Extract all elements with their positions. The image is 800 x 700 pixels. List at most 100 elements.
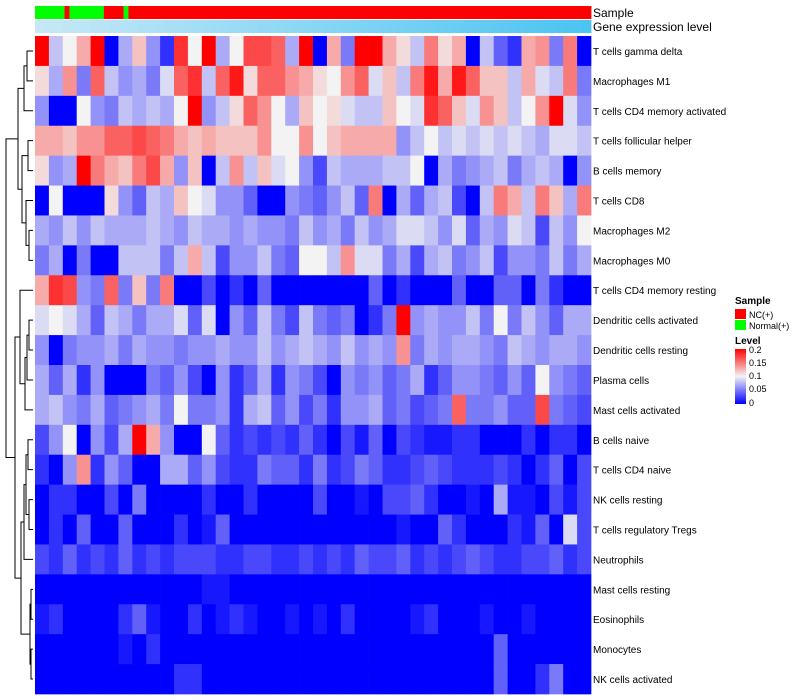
heatmap-cell xyxy=(285,275,300,306)
heatmap-cell xyxy=(132,514,147,545)
heatmap-cell xyxy=(160,454,175,485)
sample-track-cell xyxy=(512,6,518,19)
heatmap-cell xyxy=(118,305,133,336)
heatmap-cell xyxy=(48,454,64,485)
heatmap-cell xyxy=(563,335,578,366)
sample-track-cell xyxy=(98,6,105,19)
heatmap-cell xyxy=(340,305,356,336)
heatmap-cell xyxy=(160,65,175,97)
heatmap-cell xyxy=(160,305,175,336)
heatmap-cell xyxy=(146,36,161,67)
sample-track-cell xyxy=(561,6,567,19)
heatmap-cell xyxy=(271,125,286,156)
expression-track-cell xyxy=(414,20,425,33)
heatmap-cell xyxy=(174,604,189,635)
expression-track-cell xyxy=(516,20,527,33)
heatmap-cell xyxy=(76,365,91,396)
heatmap-cell xyxy=(187,155,203,186)
row-label: T cells CD4 naive xyxy=(593,466,672,477)
heatmap-cell xyxy=(382,95,397,127)
track-label-expression: Gene expression level xyxy=(593,20,712,34)
heatmap-cell xyxy=(146,394,161,426)
heatmap-cell xyxy=(90,394,105,426)
heatmap-cell xyxy=(35,454,50,485)
heatmap-cell xyxy=(104,95,119,127)
expression-track-cell xyxy=(183,20,193,33)
heatmap-cell xyxy=(382,36,397,67)
heatmap-cell xyxy=(424,394,439,426)
heatmap-cell xyxy=(160,245,175,276)
heatmap-cell xyxy=(577,514,592,545)
heatmap-cell xyxy=(577,335,592,366)
sample-track-cell xyxy=(49,6,56,19)
heatmap-cell xyxy=(354,155,369,186)
heatmap-cell xyxy=(229,125,244,156)
heatmap-cell xyxy=(229,155,244,186)
heatmap-cell xyxy=(76,335,91,366)
heatmap-cell xyxy=(35,65,50,97)
sample-track-cell xyxy=(113,6,120,19)
heatmap-cell xyxy=(174,215,189,246)
heatmap-cell xyxy=(285,215,300,246)
heatmap-cell xyxy=(243,305,258,336)
sample-track-cell xyxy=(325,6,331,19)
heatmap-cell xyxy=(243,335,258,366)
expression-track-cell xyxy=(331,20,342,33)
heatmap-cell xyxy=(410,305,425,336)
heatmap-cell xyxy=(493,36,508,67)
heatmap-cell xyxy=(243,155,258,186)
heatmap-cell xyxy=(424,544,439,575)
heatmap-cell xyxy=(521,365,536,396)
heatmap-cell xyxy=(313,245,328,276)
heatmap-cell xyxy=(76,245,91,276)
heatmap-cell xyxy=(160,215,175,246)
heatmap-cell xyxy=(340,155,356,186)
sample-track-cell xyxy=(551,6,557,19)
heatmap-cell xyxy=(438,604,453,635)
heatmap-cell xyxy=(563,514,578,545)
heatmap-cell xyxy=(257,604,272,635)
heatmap-cell xyxy=(465,424,481,456)
heatmap-cell xyxy=(340,125,356,156)
heatmap-cell xyxy=(410,215,425,246)
heatmap-cell xyxy=(285,544,300,575)
sample-track-cell xyxy=(241,6,247,19)
heatmap-cell xyxy=(257,664,272,695)
sample-track-cell xyxy=(492,6,498,19)
heatmap-cell xyxy=(187,305,203,336)
heatmap-cell xyxy=(340,664,356,695)
heatmap-cell xyxy=(62,185,78,216)
heatmap-cell xyxy=(563,215,578,246)
heatmap-cell xyxy=(35,634,50,665)
heatmap-cell xyxy=(354,185,369,216)
sample-track-cell xyxy=(507,6,513,19)
row-label: Macrophages M0 xyxy=(593,256,671,267)
heatmap-cell xyxy=(187,484,203,515)
heatmap-cell xyxy=(326,634,342,665)
heatmap-cell xyxy=(285,335,300,366)
heatmap-cell xyxy=(132,335,147,366)
heatmap-cell xyxy=(257,514,272,545)
heatmap-cell xyxy=(577,275,592,306)
heatmap-cell xyxy=(201,514,217,545)
heatmap-cell xyxy=(340,484,356,515)
heatmap-cell xyxy=(535,514,550,545)
heatmap-cell xyxy=(465,484,481,515)
heatmap-cell xyxy=(174,95,189,127)
expression-track-cell xyxy=(359,20,369,33)
heatmap-cell xyxy=(493,454,508,485)
heatmap-cell xyxy=(535,335,550,366)
heatmap-cell xyxy=(535,125,550,156)
heatmap-cell xyxy=(507,664,522,695)
sample-track-cell xyxy=(84,6,90,19)
heatmap-cell xyxy=(535,604,550,635)
heatmap-cell xyxy=(243,95,258,127)
heatmap-cell xyxy=(243,125,258,156)
heatmap-cell xyxy=(118,36,133,67)
heatmap-cell xyxy=(382,484,397,515)
heatmap-cell xyxy=(479,365,495,396)
heatmap-cell xyxy=(285,245,300,276)
heatmap-cell xyxy=(479,574,495,605)
heatmap-cell xyxy=(299,155,314,186)
